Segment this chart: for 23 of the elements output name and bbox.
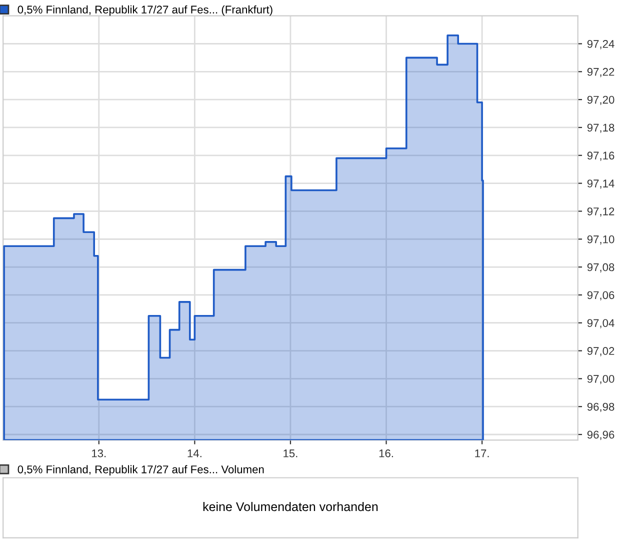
y-tick-label: 97,12 bbox=[587, 207, 614, 217]
x-tick-label: 15. bbox=[284, 450, 298, 458]
y-tick-label: 97,04 bbox=[587, 319, 614, 328]
y-tick-label: 97,22 bbox=[587, 68, 614, 78]
y-tick-label: 96,98 bbox=[587, 402, 614, 412]
x-tick-label: 16. bbox=[379, 449, 393, 458]
text: 0,5% Finnland, Republik 17/27 auf Fes... Volumen bbox=[18, 465, 264, 476]
y-tick-label: 97,10 bbox=[587, 235, 614, 245]
x-tick-label: 17. bbox=[475, 450, 489, 458]
legend-label: 0,5% Finnland, Republik 17/27 auf Fes... (Frankfurt) bbox=[18, 5, 272, 16]
y-tick-label: 97,24 bbox=[587, 40, 614, 50]
y-tick-label: 97,08 bbox=[587, 263, 614, 272]
x-tick-label: 14. bbox=[188, 450, 202, 458]
y-tick-label: 97,02 bbox=[587, 347, 614, 356]
y-tick-label: 97,20 bbox=[587, 96, 614, 106]
text: keine Volumendaten vorhanden bbox=[203, 502, 378, 512]
x-tick-label: 13. bbox=[92, 449, 106, 458]
y-tick-label: 96,96 bbox=[587, 430, 614, 440]
y-tick-label: 97,06 bbox=[587, 291, 614, 300]
y-tick-label: 97,14 bbox=[587, 180, 614, 189]
y-tick-label: 97,00 bbox=[587, 374, 614, 384]
y-tick-label: 97,18 bbox=[587, 124, 614, 133]
y-tick-label: 97,16 bbox=[587, 152, 614, 161]
